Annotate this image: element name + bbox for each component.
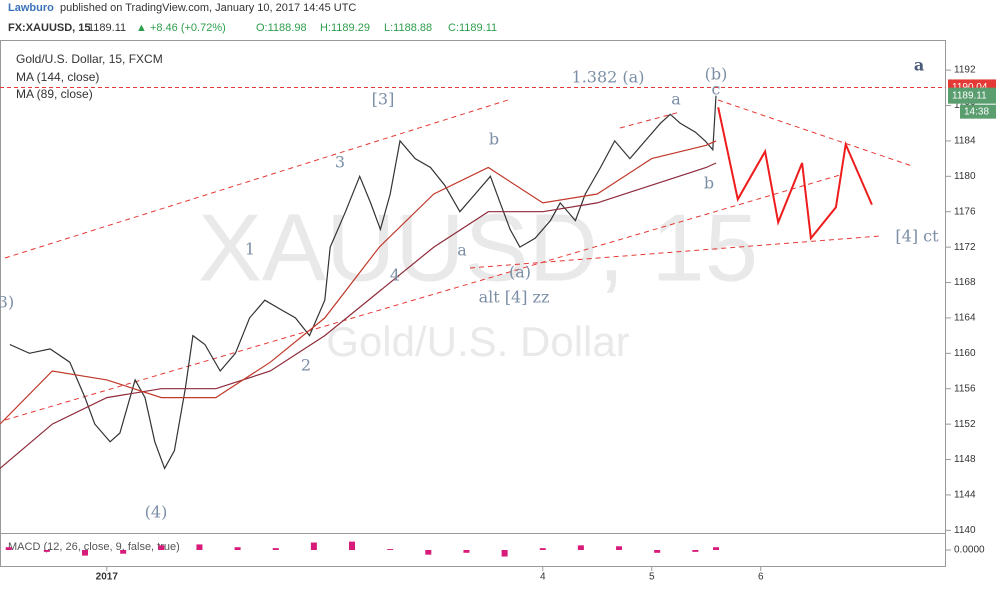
- watermark: Gold/U.S. Dollar: [326, 318, 629, 365]
- last-price-label: 1189.11: [952, 90, 987, 101]
- macd-bar: [692, 550, 699, 552]
- y-tick-label: 1184: [954, 136, 976, 147]
- y-tick-label: 1148: [954, 454, 976, 465]
- macd-label: MACD (12, 26, close, 9, false, true): [8, 541, 180, 553]
- wave-label: 1: [245, 240, 255, 259]
- wave-label: [3]: [372, 90, 395, 109]
- y-tick-label: 1156: [954, 383, 976, 394]
- ohlc: O:1188.98: [256, 22, 307, 34]
- macd-bar: [425, 550, 432, 555]
- y-tick-label: 1172: [954, 242, 976, 253]
- symbol: FX:XAUUSD, 15: [8, 22, 91, 34]
- ohlc: H:1189.29: [320, 22, 370, 34]
- macd-bar: [387, 549, 394, 550]
- series-line: [0, 140, 717, 425]
- y-tick-label: 1168: [954, 277, 976, 288]
- macd-bar: [713, 547, 720, 550]
- macd-bar: [577, 545, 584, 550]
- legend-entry: MA (144, close): [16, 70, 99, 84]
- series-line: [9, 95, 717, 470]
- x-tick-label: 5: [649, 572, 655, 583]
- macd-bar: [196, 544, 203, 550]
- x-tick-label: 2017: [96, 572, 119, 583]
- macd-bar: [463, 550, 470, 553]
- wave-label: a: [671, 90, 681, 109]
- macd-bar: [82, 550, 89, 556]
- wave-label: 3: [335, 153, 345, 172]
- plot-frame: [0, 40, 946, 567]
- y-tick-label: 1164: [954, 313, 976, 324]
- wave-label: a: [914, 56, 924, 75]
- macd-bar: [616, 546, 623, 550]
- macd-bar: [501, 550, 508, 557]
- wave-label: (a): [509, 263, 531, 282]
- macd-bar: [539, 548, 546, 550]
- y-tick-label: 1160: [954, 348, 976, 359]
- y-tick-label: 1152: [954, 419, 976, 430]
- wave-label: c: [712, 80, 721, 99]
- series-line: [717, 107, 873, 241]
- x-tick-label: 4: [540, 572, 546, 583]
- trendlines: [4, 99, 913, 421]
- legend-title: Gold/U.S. Dollar, 15, FXCM: [16, 52, 163, 66]
- macd-bar: [43, 550, 50, 552]
- macd-bar: [272, 548, 279, 550]
- wave-label: (4): [145, 503, 168, 522]
- last: 1189.11: [88, 22, 126, 34]
- wave-label: [4] ct: [895, 227, 939, 246]
- y-tick-label: 1140: [954, 525, 976, 536]
- published: published on TradingView.com, January 10…: [60, 2, 356, 14]
- last-price-box: [948, 87, 996, 104]
- ohlc: L:1188.88: [384, 22, 432, 34]
- countdown: 14:38: [964, 106, 989, 117]
- wave-label: 4: [390, 266, 400, 285]
- countdown-box: [960, 104, 996, 119]
- wave-label: a: [457, 241, 467, 260]
- macd-bar: [349, 541, 356, 550]
- series-line: [0, 162, 717, 469]
- ohlc: C:1189.11: [448, 22, 497, 34]
- macd-bar: [654, 550, 661, 553]
- macd-bar: [5, 547, 12, 550]
- watermark: XAUUSD, 15: [198, 194, 758, 301]
- wave-label: 3): [0, 293, 14, 312]
- legend-entry: MA (89, close): [16, 87, 93, 101]
- wave-label: alt [4] zz: [479, 288, 550, 307]
- price-label: 1190.04: [952, 82, 988, 93]
- y-tick-label: 1144: [954, 490, 976, 501]
- y-tick-label: 1192: [954, 65, 976, 76]
- x-tick-label: 6: [758, 572, 764, 583]
- wave-label: 1.382 (a): [572, 68, 645, 87]
- wave-label: (b): [705, 65, 728, 84]
- wave-label: 2: [301, 356, 311, 375]
- macd-tick-label: 0.0000: [954, 545, 985, 556]
- y-tick-label: 1176: [954, 206, 976, 217]
- wave-label: b: [489, 130, 499, 149]
- macd-bar: [310, 542, 317, 550]
- change: ▲ +8.46 (+0.72%): [136, 22, 226, 34]
- macd-bar: [158, 545, 165, 550]
- macd-bar: [234, 547, 241, 550]
- macd-bar: [120, 550, 127, 554]
- wave-label: b: [704, 174, 714, 193]
- y-tick-label: 1180: [954, 171, 976, 182]
- publisher[interactable]: Lawburo: [8, 2, 54, 14]
